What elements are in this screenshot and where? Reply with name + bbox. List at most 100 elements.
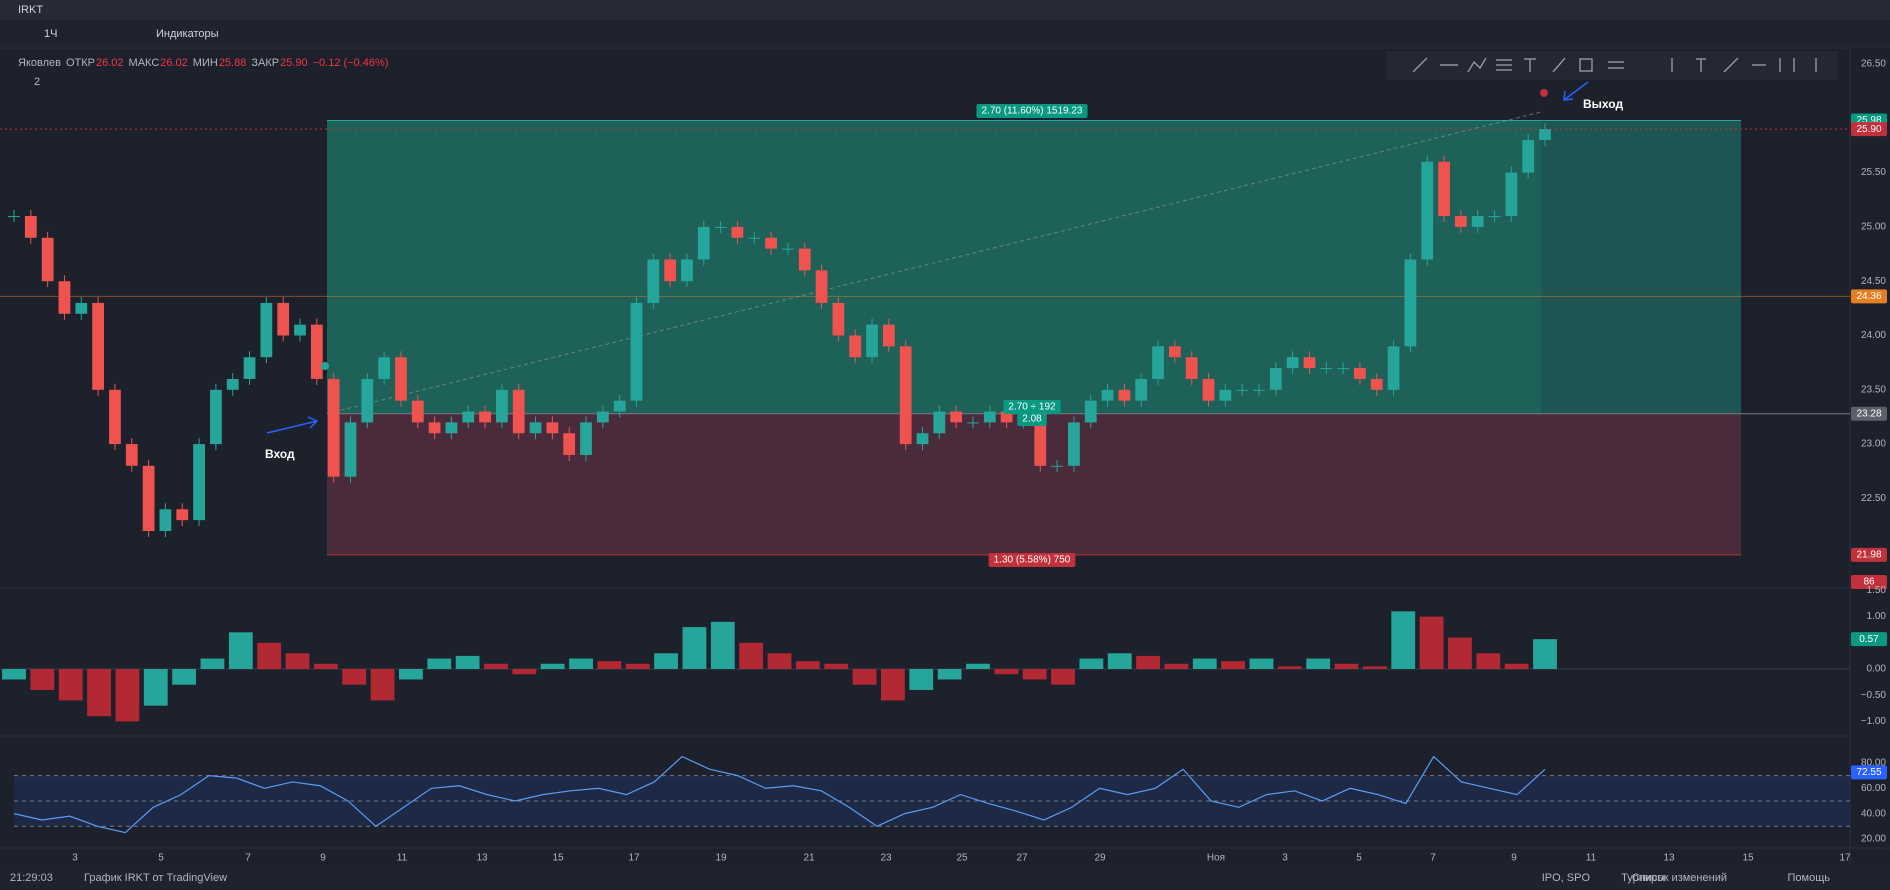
candle-body xyxy=(310,324,323,379)
legend-name: Яковлев xyxy=(18,57,61,69)
date-label: 11 xyxy=(1586,853,1597,864)
macd-bar xyxy=(994,669,1019,675)
macd-bar xyxy=(1306,658,1331,669)
candle-body xyxy=(1168,346,1181,358)
price-badge-label: 86 xyxy=(1863,577,1875,588)
price-tick-label: 24.50 xyxy=(1861,276,1886,287)
candle-body xyxy=(243,357,256,379)
candle-body xyxy=(1286,357,1299,369)
macd-bar xyxy=(1136,655,1160,669)
drawing-tools[interactable] xyxy=(1412,57,1817,73)
legend-high: 26.02 xyxy=(160,57,188,69)
rsi-tick-label: 60.00 xyxy=(1861,783,1886,794)
candle-body xyxy=(193,444,205,521)
candle-body xyxy=(395,357,407,401)
macd-bar xyxy=(228,632,253,669)
candle-body xyxy=(260,302,273,358)
price-tick-label: 25.00 xyxy=(1861,222,1886,233)
clock: 21:29:03 xyxy=(10,872,53,884)
macd-bar xyxy=(540,663,565,669)
macd-bar xyxy=(1051,669,1075,685)
macd-bar xyxy=(427,658,452,669)
price-badge xyxy=(1851,122,1887,137)
status-link[interactable]: Помощь xyxy=(1788,872,1831,884)
price-badge-label: 0.57 xyxy=(1859,634,1879,645)
date-label: 15 xyxy=(552,853,564,864)
candle-body xyxy=(277,302,290,336)
candle-body xyxy=(630,302,643,401)
date-label: 3 xyxy=(72,853,78,864)
indicators-button[interactable]: Индикаторы xyxy=(156,28,219,40)
price-tick-label: 23.00 xyxy=(1861,439,1886,450)
macd-bar xyxy=(1533,639,1557,669)
date-label: 29 xyxy=(1094,853,1106,864)
macd-tick-label: −0.50 xyxy=(1861,690,1887,701)
target-label: 2.70 (11.60%) 1519.23 xyxy=(981,106,1082,117)
price-tick-label: 26.50 xyxy=(1861,59,1886,70)
candle-body xyxy=(24,216,37,238)
exit-marker xyxy=(1540,89,1548,97)
candle-body xyxy=(1219,389,1232,401)
macd-bar xyxy=(1362,666,1387,669)
candle-body xyxy=(1202,378,1215,401)
macd-bar xyxy=(1277,666,1302,669)
macd-bar xyxy=(1334,663,1359,669)
profit-zone-filled xyxy=(327,120,1541,414)
candle-body xyxy=(664,259,677,282)
macd-bar xyxy=(484,663,508,669)
symbol[interactable]: IRKT xyxy=(18,4,43,16)
date-label: 25 xyxy=(956,853,968,864)
candle-body xyxy=(1522,140,1535,173)
stop-label-bg xyxy=(988,553,1076,567)
exit-annotation: Выход xyxy=(1583,97,1623,111)
interval-button[interactable]: 1Ч xyxy=(44,28,57,40)
legend-low: 25.88 xyxy=(219,57,247,69)
date-label: 13 xyxy=(476,853,488,864)
date-label: 3 xyxy=(1282,853,1288,864)
status-link[interactable]: Список изменений xyxy=(1632,872,1727,884)
date-label: 27 xyxy=(1016,853,1028,864)
price-badge-label: 24.36 xyxy=(1856,291,1881,302)
title-bar xyxy=(0,0,1890,20)
price-badge xyxy=(1851,289,1887,304)
entry-marker xyxy=(321,362,329,370)
status-link[interactable]: Турниры xyxy=(1621,872,1665,884)
macd-bar xyxy=(795,661,820,669)
price-tick-label: 25.50 xyxy=(1861,167,1886,178)
legend-close_label: ЗАКР xyxy=(251,57,279,69)
candle-body xyxy=(765,237,777,249)
candle-body xyxy=(899,346,912,445)
macd-bar xyxy=(172,669,197,685)
macd-bar xyxy=(285,653,310,669)
candle-body xyxy=(1438,161,1450,217)
entry-annotation: Вход xyxy=(265,447,295,461)
candle-body xyxy=(681,259,693,282)
status-link[interactable]: IPO, SPO xyxy=(1542,872,1591,884)
macd-bar xyxy=(257,642,282,669)
candle-body xyxy=(882,324,895,347)
macd-bar xyxy=(625,663,650,669)
candle-body xyxy=(1471,216,1484,227)
credit: График IRKT от TradingView xyxy=(84,872,227,884)
price-tick-label: 24.00 xyxy=(1861,330,1886,341)
macd-bar xyxy=(1419,616,1444,669)
candle-body xyxy=(983,411,996,423)
candle-body xyxy=(1152,346,1164,379)
candle-body xyxy=(782,248,794,250)
candle-body xyxy=(1084,400,1097,423)
target-label-bg xyxy=(976,104,1088,118)
legend-low_label: МИН xyxy=(193,57,218,69)
macd-bar xyxy=(710,621,735,669)
price-badge-label: 25.98 xyxy=(1856,115,1881,126)
date-label: 9 xyxy=(1511,853,1517,864)
legend-open: 26.02 xyxy=(96,57,124,69)
macd-bar xyxy=(597,661,622,669)
layers-toggle[interactable]: 2 xyxy=(34,76,40,88)
candle-body xyxy=(967,422,979,424)
candle-body xyxy=(210,389,222,445)
position-label-bg xyxy=(1017,412,1047,426)
candle-body xyxy=(1370,378,1383,390)
candle-body xyxy=(1404,259,1417,347)
date-label: 17 xyxy=(628,853,640,864)
